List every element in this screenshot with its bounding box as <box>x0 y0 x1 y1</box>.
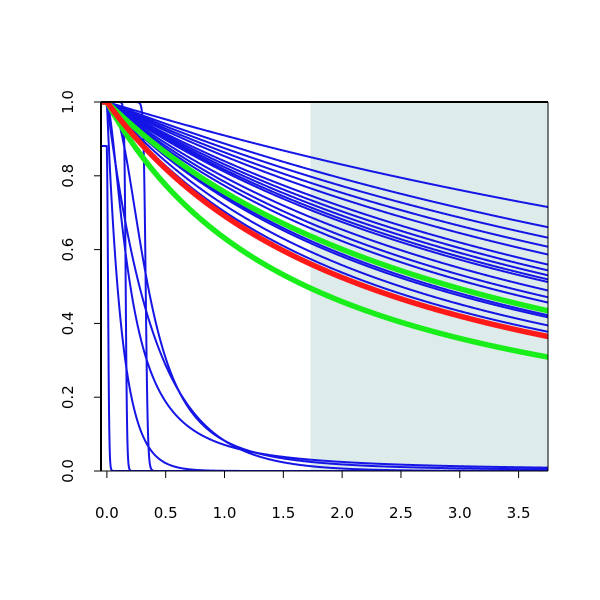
y-tick-label: 1.0 <box>59 90 77 114</box>
blue-curve-2 <box>101 102 548 239</box>
green-curve-25 <box>101 102 548 314</box>
y-tick-label: 0.8 <box>59 164 77 188</box>
y-tick-label: 0.2 <box>59 385 77 409</box>
x-tick-label: 3.5 <box>507 504 531 522</box>
x-tick-label: 0.0 <box>95 504 119 522</box>
blue-curve-18 <box>101 102 548 469</box>
x-tick-label: 2.0 <box>330 504 354 522</box>
blue-curve-15 <box>101 102 548 319</box>
y-axis: 0.0 0.2 0.4 0.6 0.8 1.0 <box>59 90 101 483</box>
blue-curve-21 <box>101 102 548 471</box>
red-curve-27 <box>101 102 548 340</box>
blue-curve-5 <box>101 102 548 266</box>
blue-curve-0 <box>101 102 548 209</box>
blue-curve-12 <box>101 102 548 304</box>
axes <box>100 101 549 472</box>
y-tick-label: 0.4 <box>59 311 77 335</box>
x-tick-label: 2.5 <box>389 504 413 522</box>
green-curve-26 <box>101 102 548 360</box>
x-tick-label: 1.0 <box>213 504 237 522</box>
blue-curve-11 <box>101 102 548 299</box>
blue-curve-9 <box>101 102 548 284</box>
blue-curve-3 <box>101 102 548 248</box>
blue-curve-10 <box>101 102 548 292</box>
blue-curve-1 <box>101 102 548 229</box>
blue-curve-8 <box>101 102 548 281</box>
curve-group <box>101 102 548 471</box>
x-tick-label: 3.0 <box>448 504 472 522</box>
blue-curve-4 <box>101 102 548 256</box>
blue-curve-7 <box>101 102 548 277</box>
blue-curve-16 <box>101 102 548 327</box>
x-tick-label: 1.5 <box>271 504 295 522</box>
y-tick-label: 0.0 <box>59 459 77 483</box>
x-axis: 0.0 0.5 1.0 1.5 2.0 2.5 3.0 3.5 <box>95 471 531 522</box>
x-tick-label: 0.5 <box>154 504 178 522</box>
y-tick-label: 0.6 <box>59 238 77 262</box>
blue-curve-6 <box>101 102 548 272</box>
